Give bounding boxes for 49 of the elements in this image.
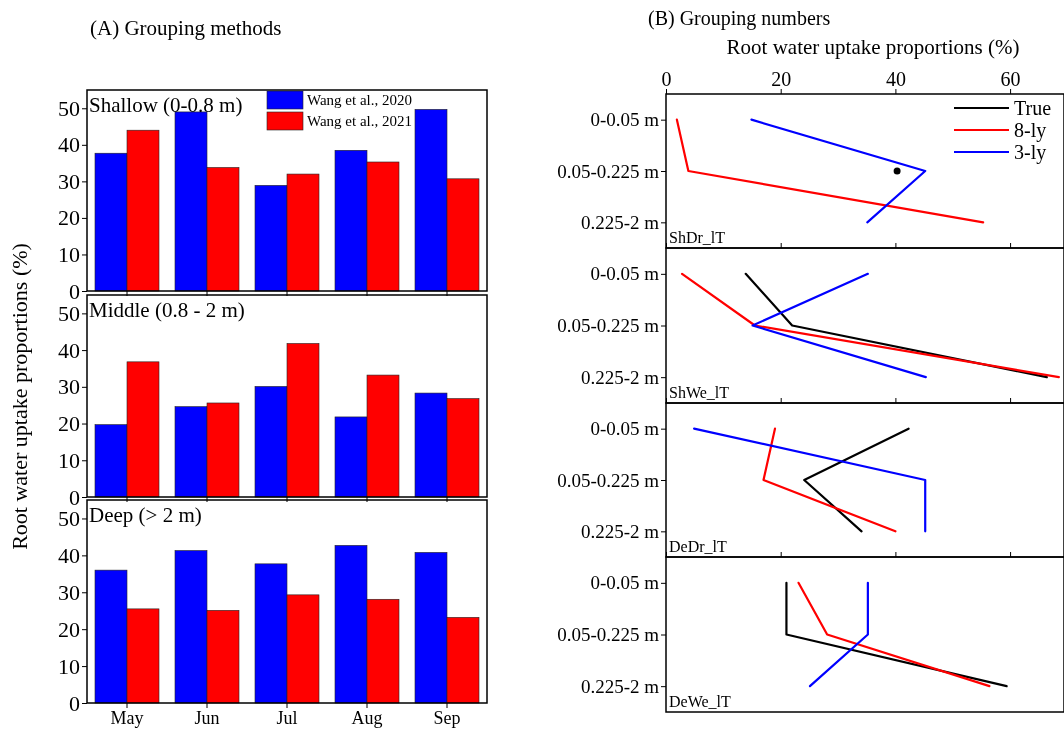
y-tick-label: 40 (58, 132, 80, 158)
annotation: DeDr_lT (669, 538, 727, 555)
y-tick-label: 30 (58, 374, 80, 400)
y-tick-label: 0.225-2 m (580, 675, 660, 697)
x-tick-label: 40 (885, 68, 906, 90)
legend-label: 8-ly (1014, 119, 1047, 142)
legend-label: True (1014, 97, 1052, 119)
y-tick-label: 0-0.05 m (590, 263, 660, 285)
annotation: Middle (0.8 - 2 m) (89, 298, 245, 322)
annotation: Deep (> 2 m) (89, 503, 202, 527)
y-tick-label: 20 (58, 616, 80, 642)
x-tick-label: Jun (194, 707, 220, 728)
y-tick-label: 40 (58, 337, 80, 363)
y-tick-label: 10 (58, 241, 80, 267)
y-tick-label: 0.05-0.225 m (557, 469, 660, 491)
annotation: Shallow (0-0.8 m) (89, 93, 243, 117)
y-tick-label: 0.05-0.225 m (557, 160, 660, 182)
legend-label: Wang et al., 2021 (307, 113, 413, 129)
x-tick-label: May (110, 707, 144, 728)
x-tick-label: 20 (771, 68, 792, 90)
x-tick-label: Sep (433, 707, 461, 728)
x-axis-title: Root water uptake proportions (%) (726, 35, 1020, 59)
y-tick-label: 0.225-2 m (580, 211, 660, 233)
y-tick-label: 0-0.05 m (590, 109, 660, 131)
annotation: DeWe_lT (669, 693, 732, 710)
x-tick-label: Aug (351, 707, 383, 728)
y-tick-label: 50 (58, 95, 80, 121)
y-tick-label: 30 (58, 168, 80, 194)
y-tick-label: 10 (58, 653, 80, 679)
annotation: ShWe_lT (669, 384, 730, 401)
y-tick-label: 0.05-0.225 m (557, 315, 660, 337)
y-tick-label: 40 (58, 542, 80, 568)
x-tick-label: 60 (1000, 68, 1021, 90)
chart-title: (A) Grouping methods (90, 16, 282, 40)
y-tick-label: 0.05-0.225 m (557, 624, 660, 646)
y-tick-label: 10 (58, 447, 80, 473)
annotation: ShDr_lT (669, 229, 726, 246)
y-tick-label: 0.225-2 m (580, 366, 660, 388)
x-tick-label: Jul (276, 707, 298, 728)
legend-label: 3-ly (1014, 141, 1047, 164)
y-tick-label: 0.225-2 m (580, 520, 660, 542)
y-tick-label: 0-0.05 m (590, 418, 660, 440)
legend-label: Wang et al., 2020 (307, 92, 413, 108)
y-tick-label: 20 (58, 205, 80, 231)
y-tick-label: 0-0.05 m (590, 572, 660, 594)
chart-title: (B) Grouping numbers (648, 7, 831, 30)
y-axis-title: Root water uptake proportions (%) (7, 243, 32, 550)
y-tick-label: 20 (58, 411, 80, 437)
y-tick-label: 30 (58, 579, 80, 605)
